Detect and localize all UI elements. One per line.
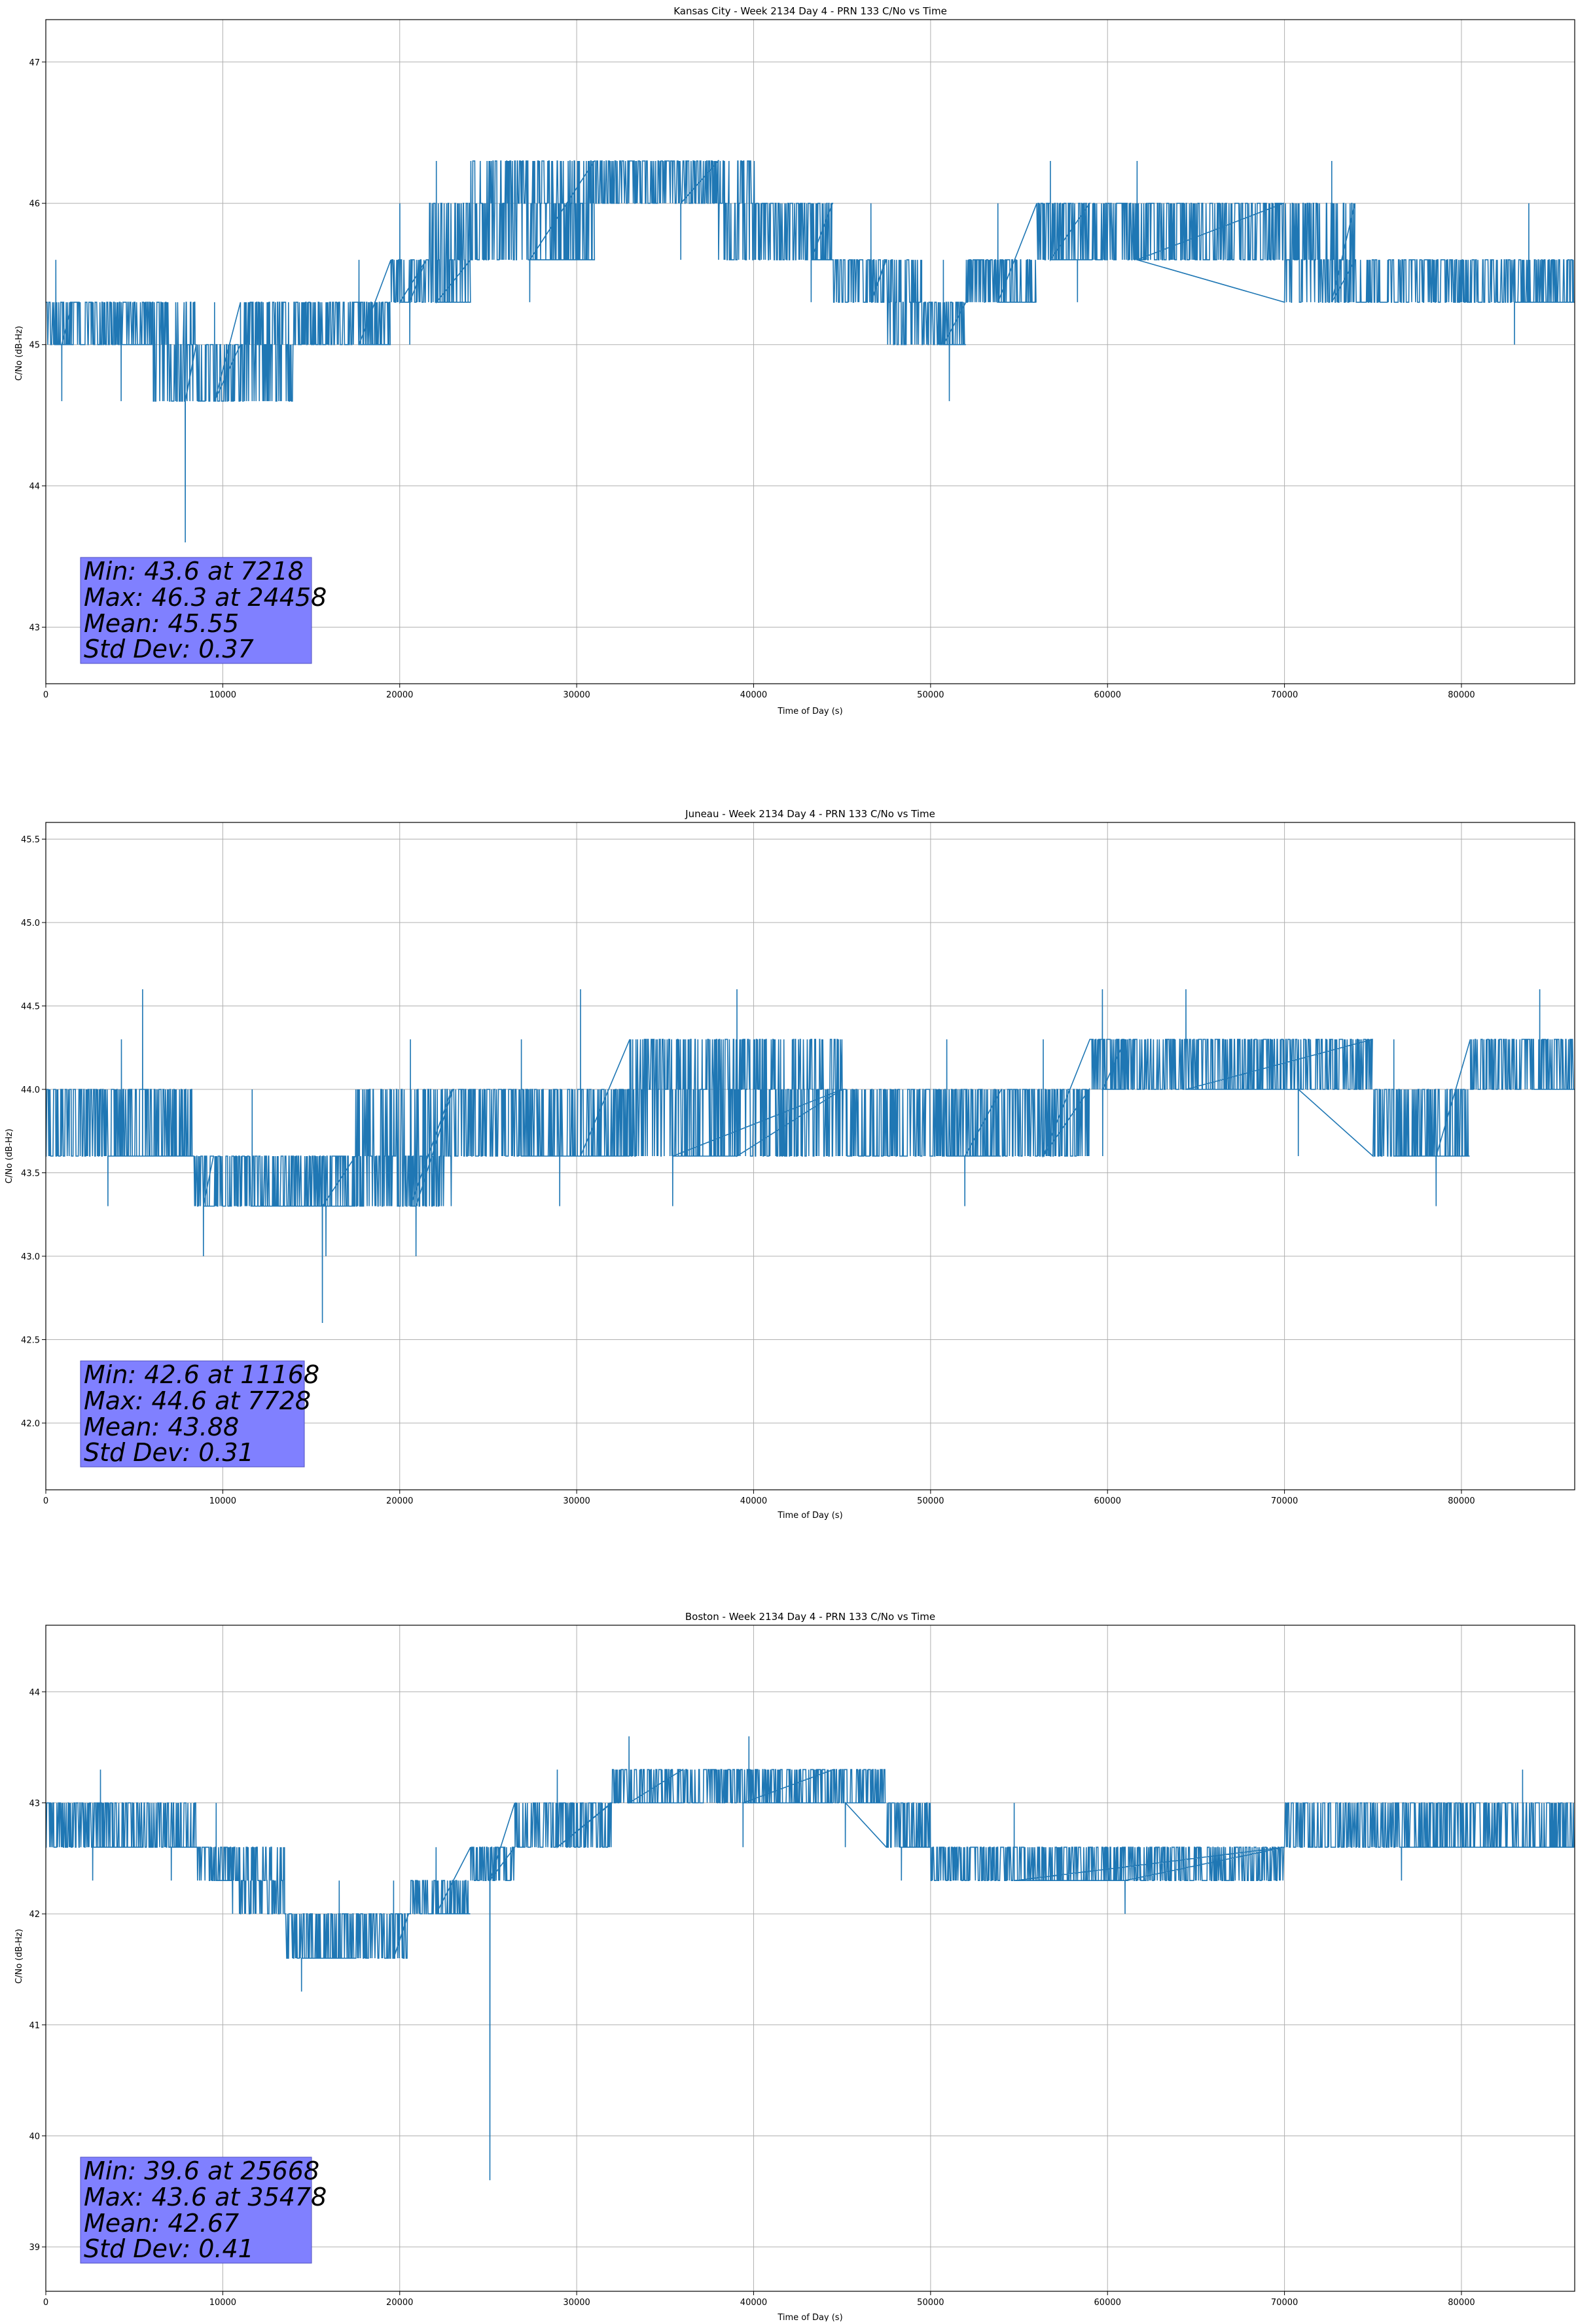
y-tick-label: 43	[29, 624, 40, 633]
x-axis-label: Time of Day (s)	[777, 707, 842, 716]
stats-std: Std Dev: 0.41	[84, 2234, 254, 2263]
chart-panel-juneau: Juneau - Week 2134 Day 4 - PRN 133 C/No …	[5, 808, 1575, 1521]
stats-box-background	[80, 2157, 312, 2264]
axes-frame	[45, 19, 1575, 684]
x-tick-label: 0	[43, 690, 48, 700]
x-tick-label: 10000	[209, 1496, 236, 1506]
chart-title: Boston - Week 2134 Day 4 - PRN 133 C/No …	[685, 1611, 935, 1623]
y-tick-label: 44.0	[21, 1085, 40, 1095]
chart-panel-kansas-city: Kansas City - Week 2134 Day 4 - PRN 133 …	[14, 5, 1575, 716]
x-tick-label: 80000	[1448, 2298, 1475, 2308]
x-tick-label: 20000	[386, 2298, 413, 2308]
stats-min: Min: 42.6 at 11168	[84, 1360, 319, 1389]
stats-std: Std Dev: 0.31	[84, 1438, 254, 1467]
x-tick-label: 50000	[917, 690, 944, 700]
y-tick-label: 41	[29, 2021, 40, 2031]
y-axis-label: C/No (dB-Hz)	[5, 1129, 14, 1184]
axes-frame	[45, 822, 1575, 1490]
y-axis-label: C/No (dB-Hz)	[14, 326, 24, 381]
stats-mean: Mean: 45.55	[84, 609, 239, 638]
stats-max: Max: 44.6 at 7728	[84, 1386, 311, 1415]
stats-mean: Mean: 42.67	[84, 2209, 239, 2238]
stats-max: Max: 46.3 at 24458	[84, 583, 327, 612]
y-tick-label: 44	[29, 482, 40, 492]
chart-title: Juneau - Week 2134 Day 4 - PRN 133 C/No …	[685, 808, 935, 820]
y-axis-label: C/No (dB-Hz)	[14, 1929, 24, 1984]
plot-area: 0 10000 20000 30000 40000 50000 60000 70000 8000…	[21, 822, 1575, 1506]
x-tick-label: 40000	[740, 2298, 767, 2308]
y-tick-label: 44.5	[21, 1002, 40, 1012]
y-tick-label: 47	[29, 58, 40, 68]
x-tick-label: 0	[43, 1496, 48, 1506]
series-line	[46, 159, 1575, 543]
y-tick-label: 45.0	[21, 919, 40, 928]
x-tick-label: 60000	[1094, 690, 1121, 700]
y-tick-label: 44	[29, 1688, 40, 1698]
x-tick-label: 80000	[1448, 690, 1475, 700]
stats-min: Min: 43.6 at 7218	[84, 557, 304, 586]
series-line	[45, 989, 1575, 1324]
x-tick-label: 70000	[1271, 1496, 1298, 1506]
x-tick-label: 40000	[740, 1496, 767, 1506]
x-axis-label: Time of Day (s)	[777, 1511, 842, 1521]
chart-panel-boston: Boston - Week 2134 Day 4 - PRN 133 C/No …	[14, 1611, 1575, 2323]
y-tick-label: 43.0	[21, 1252, 40, 1262]
stats-min: Min: 39.6 at 25668	[84, 2157, 319, 2185]
x-tick-label: 60000	[1094, 2298, 1121, 2308]
x-tick-label: 30000	[563, 690, 590, 700]
stats-mean: Mean: 43.88	[84, 1413, 239, 1441]
series-line	[45, 1736, 1575, 2181]
axes-frame	[45, 1625, 1575, 2292]
x-tick-label: 20000	[386, 690, 413, 700]
plot-area: 0 10000 20000 30000 40000 50000 60000 70000 8000…	[29, 19, 1575, 700]
y-tick-label: 46	[29, 200, 40, 209]
stats-box-background	[80, 1360, 305, 1468]
y-tick-label: 43.5	[21, 1169, 40, 1179]
y-tick-label: 45.5	[21, 836, 40, 845]
x-axis-label: Time of Day (s)	[777, 2313, 842, 2321]
x-tick-label: 50000	[917, 1496, 944, 1506]
x-tick-label: 30000	[563, 1496, 590, 1506]
stats-box-background	[80, 557, 312, 664]
y-tick-label: 42.0	[21, 1419, 40, 1429]
x-tick-label: 70000	[1271, 2298, 1298, 2308]
stats-max: Max: 43.6 at 35478	[84, 2183, 327, 2211]
y-tick-label: 39	[29, 2243, 40, 2253]
stats-box: Min: 39.6 at 25668 Max: 43.6 at 35478 Me…	[80, 2157, 327, 2264]
x-tick-label: 20000	[386, 1496, 413, 1506]
x-tick-label: 0	[43, 2298, 48, 2308]
x-tick-label: 10000	[209, 690, 236, 700]
stats-box: Min: 42.6 at 11168 Max: 44.6 at 7728 Mea…	[80, 1360, 319, 1468]
x-tick-label: 70000	[1271, 690, 1298, 700]
y-tick-label: 40	[29, 2132, 40, 2141]
y-tick-label: 42.5	[21, 1336, 40, 1346]
y-tick-label: 45	[29, 341, 40, 351]
x-tick-label: 30000	[563, 2298, 590, 2308]
x-tick-label: 80000	[1448, 1496, 1475, 1506]
x-tick-label: 40000	[740, 690, 767, 700]
stats-box: Min: 43.6 at 7218 Max: 46.3 at 24458 Mea…	[80, 557, 327, 664]
y-tick-label: 43	[29, 1799, 40, 1808]
chart-title: Kansas City - Week 2134 Day 4 - PRN 133 …	[673, 5, 947, 17]
stats-std: Std Dev: 0.37	[84, 635, 254, 663]
y-tick-label: 42	[29, 1910, 40, 1920]
x-tick-label: 60000	[1094, 1496, 1121, 1506]
x-tick-label: 10000	[209, 2298, 236, 2308]
x-tick-label: 50000	[917, 2298, 944, 2308]
